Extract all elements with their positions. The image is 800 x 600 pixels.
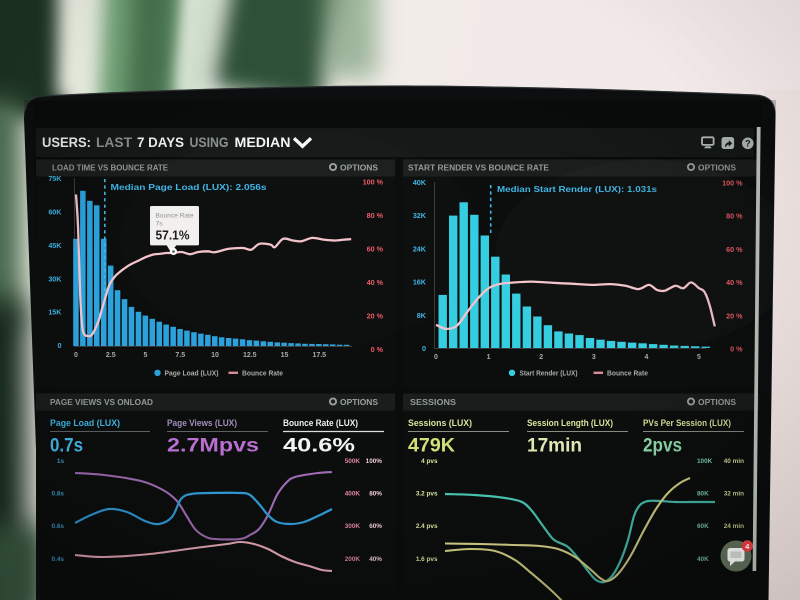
svg-text:80K: 80K [697, 491, 709, 498]
svg-text:17.5: 17.5 [312, 352, 326, 359]
svg-text:40 %: 40 % [367, 278, 384, 287]
svg-text:2.5: 2.5 [106, 352, 116, 359]
svg-text:75K: 75K [48, 174, 62, 183]
svg-text:Median Start Render (LUX): 1.0: Median Start Render (LUX): 1.031s [497, 185, 658, 194]
svg-text:5: 5 [144, 352, 148, 359]
svg-text:1s: 1s [57, 458, 65, 465]
svg-text:0: 0 [422, 344, 426, 353]
svg-text:40K: 40K [697, 556, 709, 563]
svg-text:100 %: 100 % [722, 178, 743, 187]
svg-text:40.6%: 40.6% [283, 436, 355, 457]
svg-text:2.7Mpvs: 2.7Mpvs [167, 436, 259, 457]
svg-text:80 %: 80 % [726, 212, 743, 221]
svg-text:Session Length (LUX): Session Length (LUX) [527, 418, 613, 429]
svg-text:OPTIONS: OPTIONS [698, 397, 736, 407]
svg-text:4: 4 [745, 542, 750, 551]
svg-text:100%: 100% [366, 458, 383, 465]
svg-text:15: 15 [281, 352, 289, 359]
svg-text:Bounce Rate (LUX): Bounce Rate (LUX) [283, 418, 358, 429]
svg-text:PVs Per Session (LUX): PVs Per Session (LUX) [643, 418, 731, 429]
svg-text:0: 0 [74, 352, 78, 359]
svg-text:Page Views (LUX): Page Views (LUX) [167, 418, 237, 429]
svg-text:45K: 45K [48, 241, 62, 250]
svg-text:60K: 60K [48, 207, 62, 216]
svg-text:0.4s: 0.4s [52, 556, 65, 563]
svg-text:30K: 30K [48, 274, 62, 283]
svg-text:200K: 200K [345, 556, 361, 563]
svg-text:57.1%: 57.1% [156, 228, 190, 243]
svg-text:7.5: 7.5 [175, 352, 185, 359]
svg-text:20 %: 20 % [726, 311, 743, 320]
svg-text:Start Render (LUX): Start Render (LUX) [520, 369, 578, 378]
svg-text:0: 0 [58, 341, 62, 350]
svg-text:17min: 17min [527, 436, 582, 457]
svg-text:80%: 80% [369, 491, 382, 498]
svg-text:2: 2 [539, 354, 543, 361]
svg-text:8K: 8K [417, 311, 427, 320]
svg-text:0: 0 [434, 354, 438, 361]
svg-text:7s: 7s [156, 221, 164, 228]
svg-text:80 %: 80 % [367, 211, 384, 220]
svg-text:MEDIAN: MEDIAN [235, 135, 291, 150]
svg-text:USING: USING [190, 135, 229, 150]
svg-text:1: 1 [487, 354, 491, 361]
svg-text:32K: 32K [413, 211, 427, 220]
svg-text:60%: 60% [369, 523, 382, 530]
svg-text:START RENDER VS BOUNCE RATE: START RENDER VS BOUNCE RATE [408, 163, 549, 173]
svg-text:LAST: LAST [96, 135, 133, 150]
svg-text:Bounce Rate: Bounce Rate [607, 369, 648, 378]
svg-text:40K: 40K [413, 178, 427, 187]
svg-text:3: 3 [592, 354, 596, 361]
svg-text:100K: 100K [697, 458, 713, 465]
svg-text:0 %: 0 % [730, 345, 743, 354]
svg-text:40 %: 40 % [726, 278, 743, 287]
svg-text:479K: 479K [408, 436, 455, 457]
svg-text:3.2 pvs: 3.2 pvs [416, 491, 438, 498]
svg-text:300K: 300K [345, 523, 361, 530]
svg-text:20 %: 20 % [367, 312, 384, 321]
svg-text:60K: 60K [697, 523, 709, 530]
svg-text:0.8s: 0.8s [52, 491, 65, 498]
svg-text:10: 10 [211, 352, 219, 359]
svg-text:1.6 pvs: 1.6 pvs [416, 556, 438, 563]
svg-text:Sessions (LUX): Sessions (LUX) [408, 418, 472, 429]
svg-text:Bounce Rate: Bounce Rate [156, 213, 194, 220]
svg-text:24K: 24K [413, 244, 427, 253]
svg-text:Page Load (LUX): Page Load (LUX) [165, 369, 219, 378]
svg-text:Page Load (LUX): Page Load (LUX) [50, 418, 120, 429]
svg-text:500K: 500K [345, 458, 361, 465]
svg-text:0 %: 0 % [371, 345, 384, 354]
svg-text:40 min: 40 min [724, 458, 744, 465]
svg-text:40%: 40% [369, 556, 382, 563]
svg-text:?: ? [745, 139, 751, 149]
svg-text:60 %: 60 % [726, 245, 743, 254]
svg-text:0.7s: 0.7s [50, 436, 83, 457]
svg-text:5: 5 [697, 354, 701, 361]
svg-text:2.4 pvs: 2.4 pvs [416, 523, 438, 530]
svg-text:4: 4 [644, 354, 648, 361]
svg-text:PAGE VIEWS VS ONLOAD: PAGE VIEWS VS ONLOAD [50, 397, 153, 407]
svg-text:OPTIONS: OPTIONS [340, 397, 378, 407]
svg-text:SESSIONS: SESSIONS [410, 397, 456, 407]
svg-text:60 %: 60 % [367, 245, 384, 254]
svg-text:0.6s: 0.6s [52, 523, 65, 530]
svg-text:Median Page Load (LUX): 2.056s: Median Page Load (LUX): 2.056s [111, 183, 268, 192]
svg-text:OPTIONS: OPTIONS [340, 163, 378, 173]
svg-text:2pvs: 2pvs [643, 436, 682, 457]
svg-text:7 DAYS: 7 DAYS [137, 135, 184, 150]
svg-text:4 pvs: 4 pvs [421, 458, 438, 465]
svg-text:12.5: 12.5 [243, 352, 257, 359]
svg-text:16K: 16K [413, 278, 427, 287]
svg-text:OPTIONS: OPTIONS [698, 163, 736, 173]
svg-text:400K: 400K [345, 491, 361, 498]
svg-text:24 min: 24 min [724, 523, 744, 530]
svg-text:32 min: 32 min [724, 491, 744, 498]
svg-text:LOAD TIME VS BOUNCE RATE: LOAD TIME VS BOUNCE RATE [52, 163, 168, 173]
svg-text:USERS:: USERS: [42, 135, 91, 150]
svg-text:100 %: 100 % [363, 178, 384, 187]
svg-text:15K: 15K [48, 308, 62, 317]
svg-text:Bounce Rate: Bounce Rate [242, 369, 283, 378]
